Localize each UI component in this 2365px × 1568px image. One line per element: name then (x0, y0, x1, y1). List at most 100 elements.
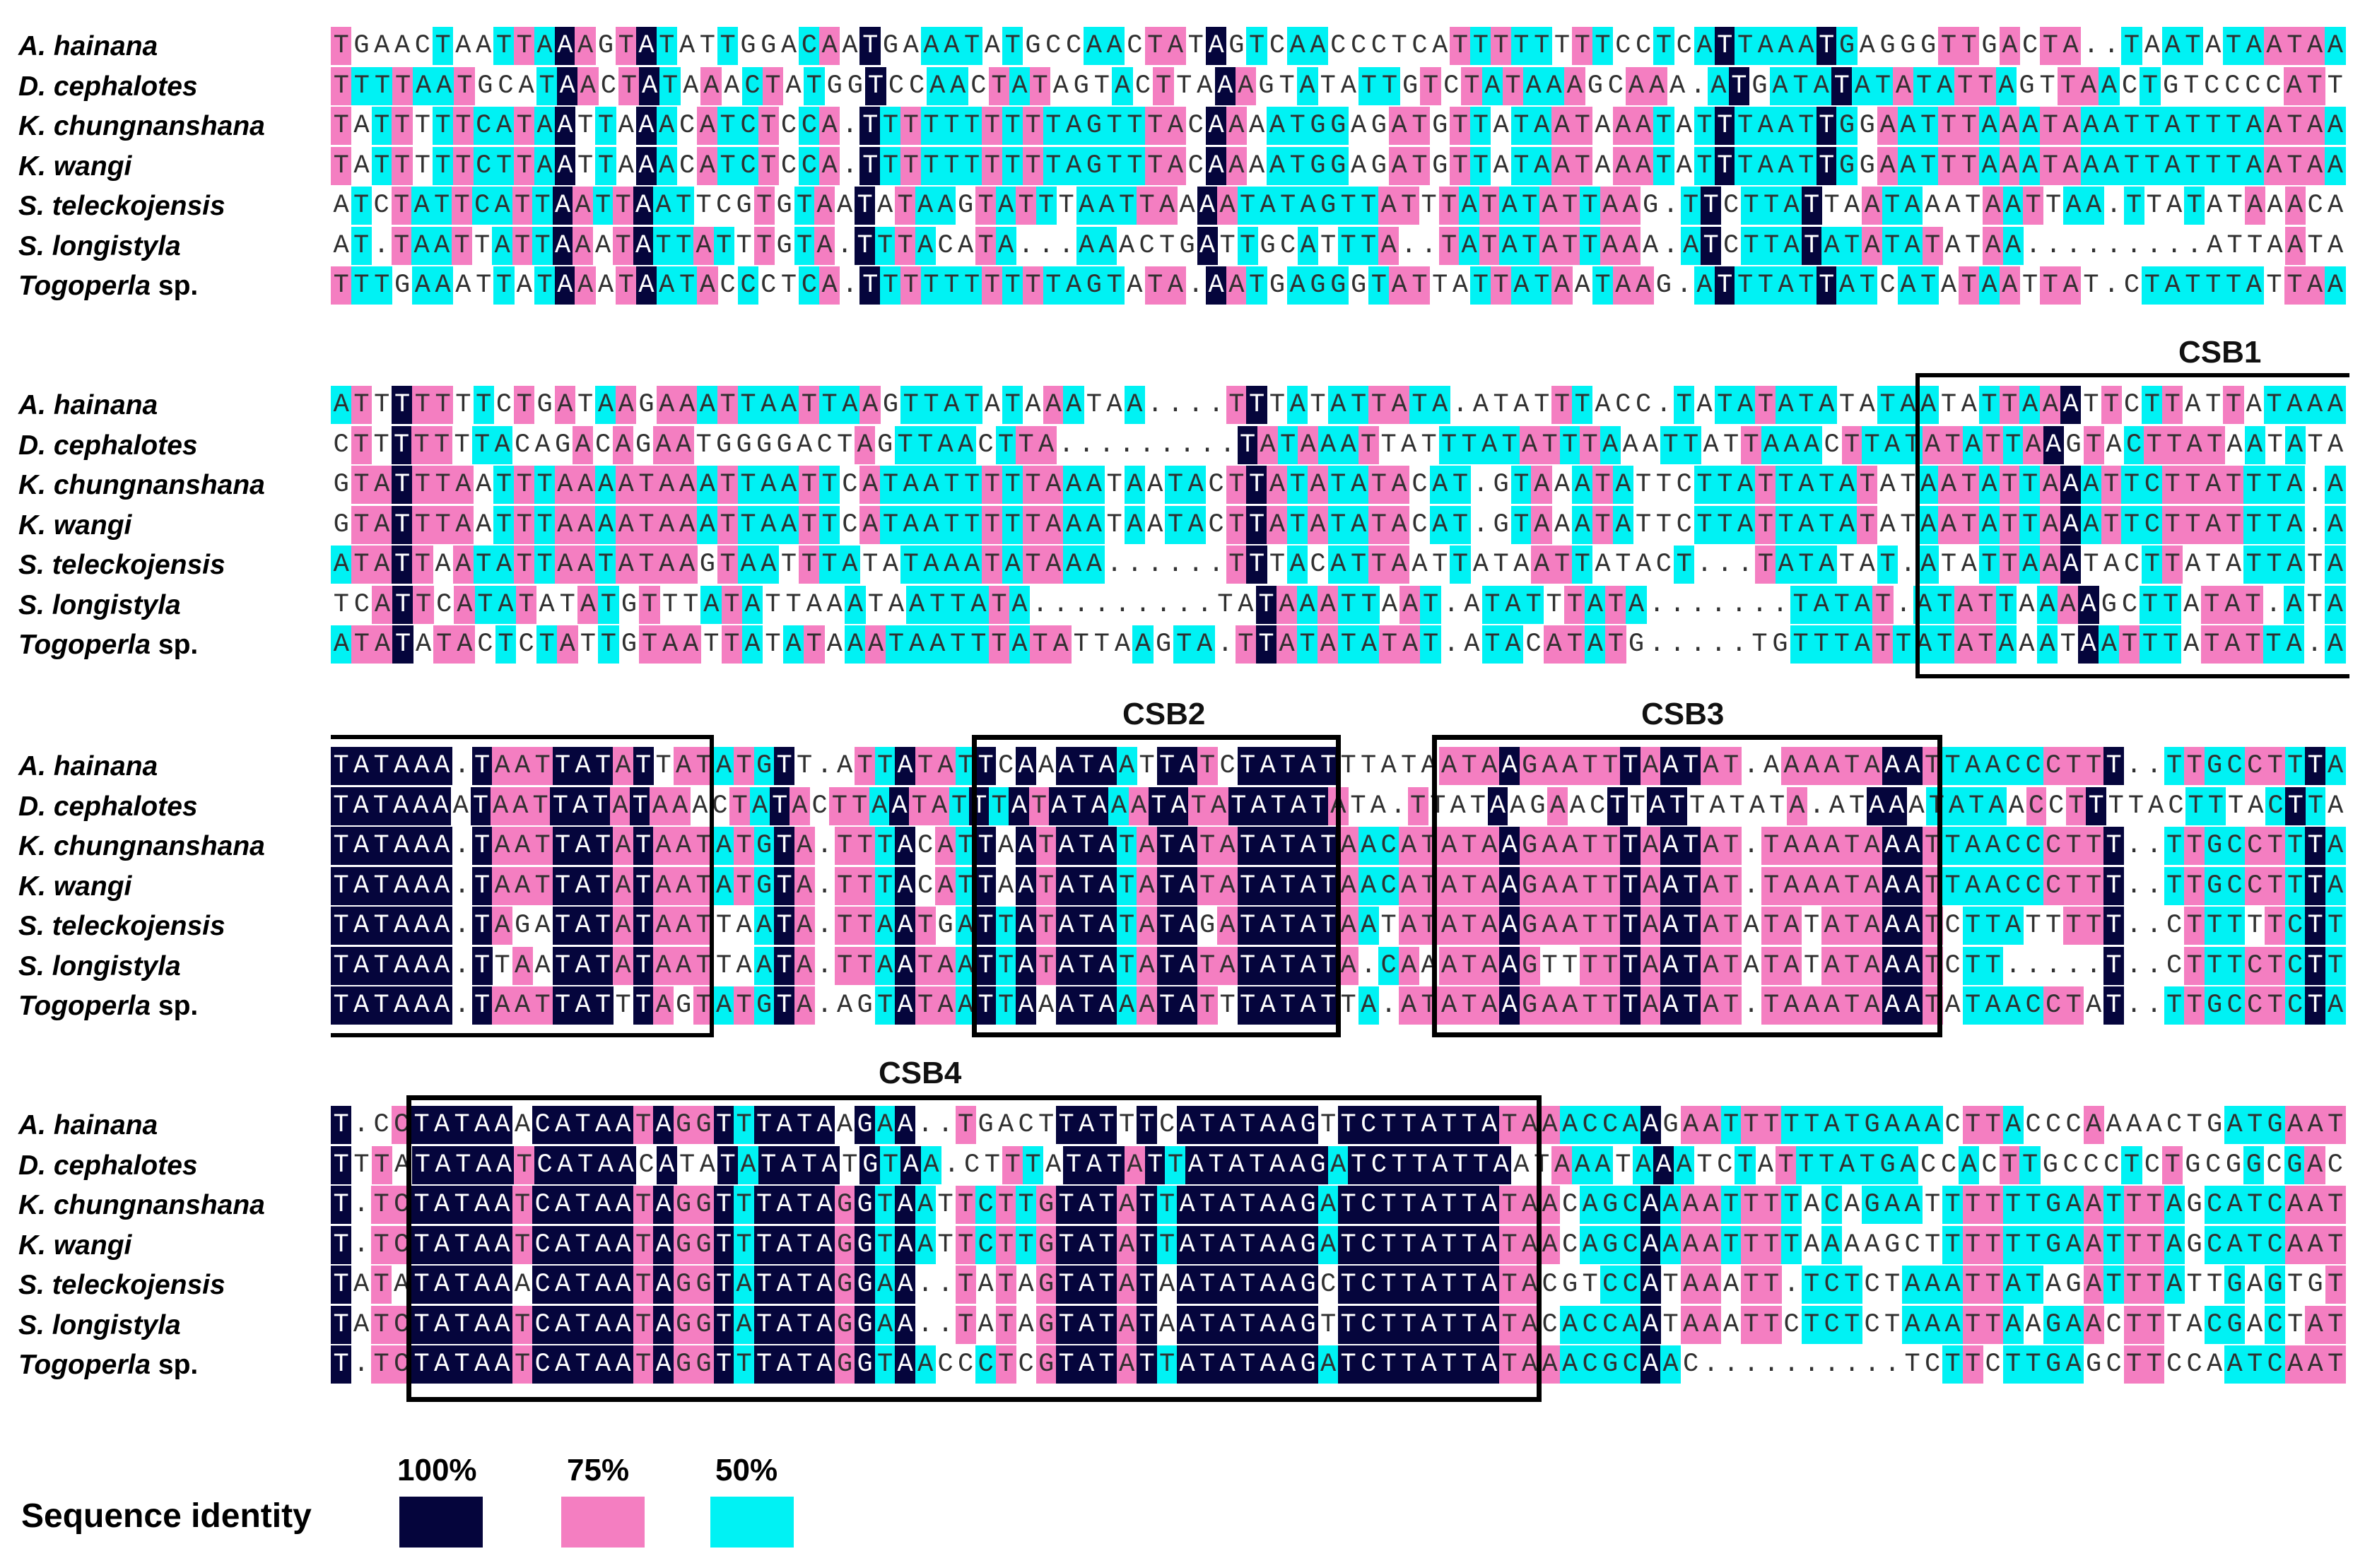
nucleotide: T (2164, 747, 2185, 785)
nucleotide: T (595, 546, 616, 584)
species-genus: K. (18, 510, 46, 541)
nucleotide: A (1572, 466, 1593, 504)
nucleotide: A (1803, 1190, 1820, 1220)
nucleotide: T (414, 111, 430, 141)
nucleotide: T (1246, 466, 1267, 504)
nucleotide: A (1298, 907, 1319, 945)
species-epithet: hainana (53, 390, 158, 420)
nucleotide: T (432, 506, 454, 544)
nucleotide: T (592, 747, 614, 785)
nucleotide: A (1626, 67, 1647, 105)
nucleotide: A (1317, 625, 1339, 664)
nucleotide: A (814, 187, 835, 225)
nucleotide: C (2002, 747, 2024, 785)
species-genus: Togoperla (18, 991, 151, 1021)
nucleotide: T (371, 147, 392, 185)
nucleotide: A (1412, 550, 1428, 579)
csb1-bottom-line (1915, 674, 2349, 678)
nucleotide: A (1214, 67, 1236, 105)
nucleotide: T (493, 266, 515, 305)
nucleotide: A (1539, 1106, 1561, 1144)
nucleotide: T (1368, 266, 1390, 305)
nucleotide: . (1032, 590, 1048, 620)
nucleotide: . (1443, 590, 1460, 620)
nucleotide: T (1975, 586, 1997, 624)
nucleotide: A (493, 107, 515, 145)
species-label: D. cephalotes (18, 787, 315, 827)
nucleotide: A (2023, 426, 2044, 464)
nucleotide: A (391, 827, 412, 865)
nucleotide: T (1942, 747, 1964, 785)
nucleotide: C (799, 266, 820, 305)
nucleotide: T (2039, 71, 2055, 101)
nucleotide: T (432, 107, 454, 145)
nucleotide: T (1680, 187, 1701, 225)
species-label: K. chungnanshana (18, 1186, 315, 1225)
nucleotide: T (774, 907, 795, 945)
nucleotide: C (2103, 1150, 2120, 1180)
nucleotide: . (2146, 871, 2162, 901)
nucleotide: A (839, 386, 861, 424)
nucleotide: A (782, 625, 804, 664)
nucleotide: T (412, 386, 433, 424)
nucleotide: A (2002, 187, 2024, 225)
nucleotide: A (1194, 625, 1216, 664)
nucleotide: T (1983, 1226, 2004, 1264)
nucleotide: A (1836, 466, 1858, 504)
nucleotide: G (2065, 1270, 2082, 1299)
nucleotide: A (573, 747, 594, 785)
nucleotide: A (1701, 1186, 1722, 1224)
nucleotide: T (2202, 147, 2224, 185)
nucleotide: G (2019, 71, 2035, 101)
nucleotide: A (2019, 590, 2035, 620)
nucleotide: A (1096, 907, 1117, 945)
nucleotide: C (373, 1110, 389, 1140)
nucleotide: T (452, 227, 473, 265)
nucleotide: C (514, 430, 531, 460)
nucleotide: T (880, 266, 901, 305)
nucleotide: G (1084, 266, 1105, 305)
nucleotide: A (1781, 947, 1802, 985)
nucleotide: T (2305, 986, 2326, 1025)
nucleotide: A (635, 107, 657, 145)
nucleotide: T (1900, 470, 1916, 500)
nucleotide: A (1267, 107, 1288, 145)
nucleotide: A (1924, 191, 1941, 220)
nucleotide: C (1615, 390, 1631, 420)
nucleotide: . (2025, 951, 2041, 981)
nucleotide: T (1420, 586, 1441, 624)
nucleotide: A (790, 787, 810, 825)
nucleotide: . (1167, 390, 1184, 420)
nucleotide: A (1096, 187, 1117, 225)
nucleotide: C (1864, 1270, 1880, 1299)
nucleotide: G (638, 390, 655, 420)
nucleotide: G (2043, 1186, 2064, 1224)
nucleotide: . (1743, 831, 1759, 861)
nucleotide: T (1913, 67, 1935, 105)
nucleotide: T (1490, 27, 1512, 65)
nucleotide: T (2142, 266, 2163, 305)
nucleotide: A (2060, 546, 2082, 584)
nucleotide: A (2283, 625, 2305, 664)
nucleotide: A (1640, 1226, 1661, 1264)
nucleotide: A (2101, 107, 2122, 145)
nucleotide: A (796, 430, 813, 460)
nucleotide: A (1438, 827, 1460, 865)
nucleotide: T (454, 430, 470, 460)
nucleotide: G (2065, 430, 2082, 460)
nucleotide: T (886, 625, 907, 664)
nucleotide: A (575, 27, 596, 65)
species-epithet: wangi (53, 510, 132, 541)
nucleotide: A (1043, 466, 1064, 504)
nucleotide: A (836, 751, 853, 781)
species-genus: A. (18, 390, 46, 420)
nucleotide: A (1633, 147, 1654, 185)
nucleotide: T (633, 867, 654, 905)
nucleotide: C (2123, 271, 2140, 300)
species-genus: D. (18, 791, 46, 822)
nucleotide: T (2161, 506, 2183, 544)
nucleotide: A (411, 986, 433, 1025)
nucleotide: T (331, 1306, 352, 1344)
nucleotide: C (741, 67, 763, 105)
nucleotide: T (2242, 625, 2264, 664)
